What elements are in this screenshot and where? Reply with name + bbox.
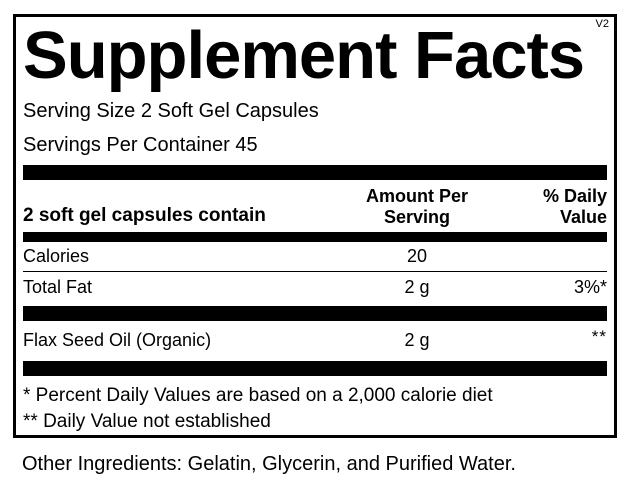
nutrient-name: Total Fat xyxy=(23,277,93,298)
version-tag: V2 xyxy=(595,18,609,30)
divider-bar-bottom xyxy=(23,361,607,377)
header-col-amount: Amount Per Serving xyxy=(317,186,517,227)
nutrient-name: Calories xyxy=(23,246,90,267)
supplement-facts-panel: V2 Supplement Facts Serving Size 2 Soft … xyxy=(13,14,617,438)
footnotes: * Percent Daily Values are based on a 2,… xyxy=(23,383,607,435)
footnote-percent-dv: * Percent Daily Values are based on a 2,… xyxy=(23,385,493,407)
header-amount-line2: Serving xyxy=(383,206,451,227)
nutrient-amount: 2 g xyxy=(404,330,430,351)
footnote-dv-not-established: ** Daily Value not established xyxy=(23,411,271,433)
header-dv-line2: Value xyxy=(559,206,607,227)
table-row-flax-seed-oil: Flax Seed Oil (Organic) 2 g ** xyxy=(23,321,607,358)
nutrient-dv: 3%* xyxy=(573,277,607,298)
divider-bar-middle xyxy=(23,306,607,322)
header-col-contain: 2 soft gel capsules contain xyxy=(23,204,266,226)
header-col-dv: % Daily Value xyxy=(517,186,607,227)
other-ingredients-line: Other Ingredients: Gelatin, Glycerin, an… xyxy=(22,453,516,475)
divider-bar-header xyxy=(23,232,607,243)
nutrient-name: Flax Seed Oil (Organic) xyxy=(23,330,212,351)
panel-title: Supplement Facts xyxy=(23,18,585,93)
nutrient-dv: ** xyxy=(591,326,607,346)
table-row-total-fat: Total Fat 2 g 3%* xyxy=(23,272,607,303)
header-amount-line1: Amount Per xyxy=(365,186,468,206)
nutrient-amount: 2 g xyxy=(404,277,430,298)
nutrient-amount: 20 xyxy=(406,246,428,267)
serving-info: Serving Size 2 Soft Gel Capsules Serving… xyxy=(23,94,607,162)
divider-bar-top xyxy=(23,165,607,180)
table-row-calories: Calories 20 xyxy=(23,242,607,273)
servings-per-container-line: Servings Per Container 45 xyxy=(23,134,258,156)
table-header-row: 2 soft gel capsules contain Amount Per S… xyxy=(23,180,607,232)
header-dv-line1: % Daily xyxy=(542,186,607,206)
serving-size-line: Serving Size 2 Soft Gel Capsules xyxy=(23,100,319,122)
